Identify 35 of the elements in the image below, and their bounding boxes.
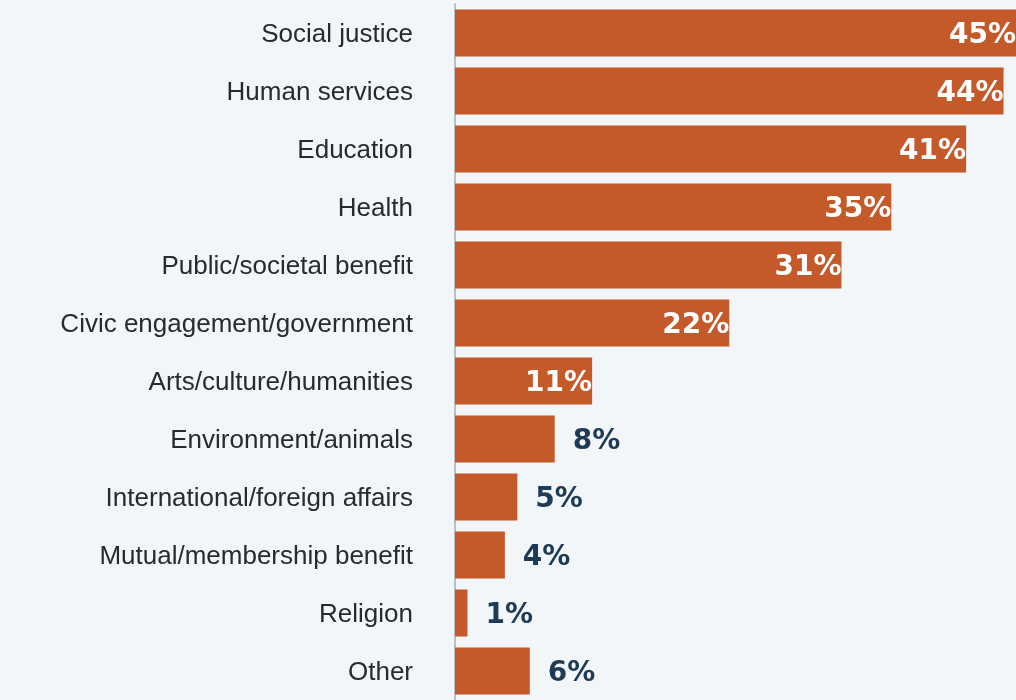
bar (455, 531, 505, 579)
bar (455, 67, 1004, 115)
data-label: 22% (662, 306, 730, 340)
y-tick-label: Public/societal benefit (161, 250, 414, 280)
y-tick-label: Religion (319, 598, 413, 628)
y-tick-label: Civic engagement/government (60, 308, 414, 338)
y-tick-label: Mutual/membership benefit (99, 540, 414, 570)
data-label: 11% (525, 364, 593, 398)
y-tick-label: Education (297, 134, 413, 164)
y-tick-label: International/foreign affairs (105, 482, 413, 512)
data-label: 44% (936, 74, 1004, 108)
bar (455, 125, 967, 173)
y-tick-label: Arts/culture/humanities (148, 366, 413, 396)
data-label: 1% (485, 596, 534, 630)
data-label: 4% (522, 538, 571, 572)
bar (455, 647, 530, 695)
data-label: 8% (572, 422, 621, 456)
bar (455, 589, 468, 637)
data-label: 31% (774, 248, 842, 282)
y-tick-label: Other (347, 656, 414, 686)
y-tick-label: Health (337, 192, 413, 222)
y-tick-label: Environment/animals (170, 424, 413, 454)
bar (455, 415, 555, 463)
bar (455, 241, 842, 289)
data-label: 41% (899, 132, 967, 166)
y-tick-label: Human services (226, 76, 413, 106)
data-label: 35% (824, 190, 892, 224)
bar (455, 183, 892, 231)
bar (455, 299, 730, 347)
bar (455, 473, 518, 521)
data-label: 6% (547, 654, 596, 688)
data-label: 5% (535, 480, 583, 514)
y-tick-label: Social justice (261, 18, 413, 48)
bar (455, 9, 1016, 57)
data-label: 45% (948, 16, 1016, 50)
